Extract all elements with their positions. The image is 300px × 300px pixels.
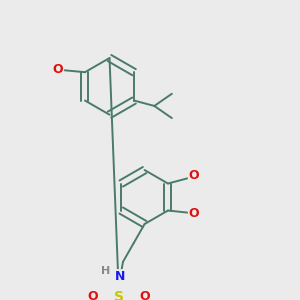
Text: H: H — [101, 266, 110, 276]
Text: O: O — [189, 169, 200, 182]
Text: O: O — [52, 63, 63, 76]
Text: O: O — [140, 290, 151, 300]
Text: N: N — [115, 270, 125, 283]
Text: O: O — [189, 207, 200, 220]
Text: S: S — [114, 290, 124, 300]
Text: O: O — [88, 290, 98, 300]
